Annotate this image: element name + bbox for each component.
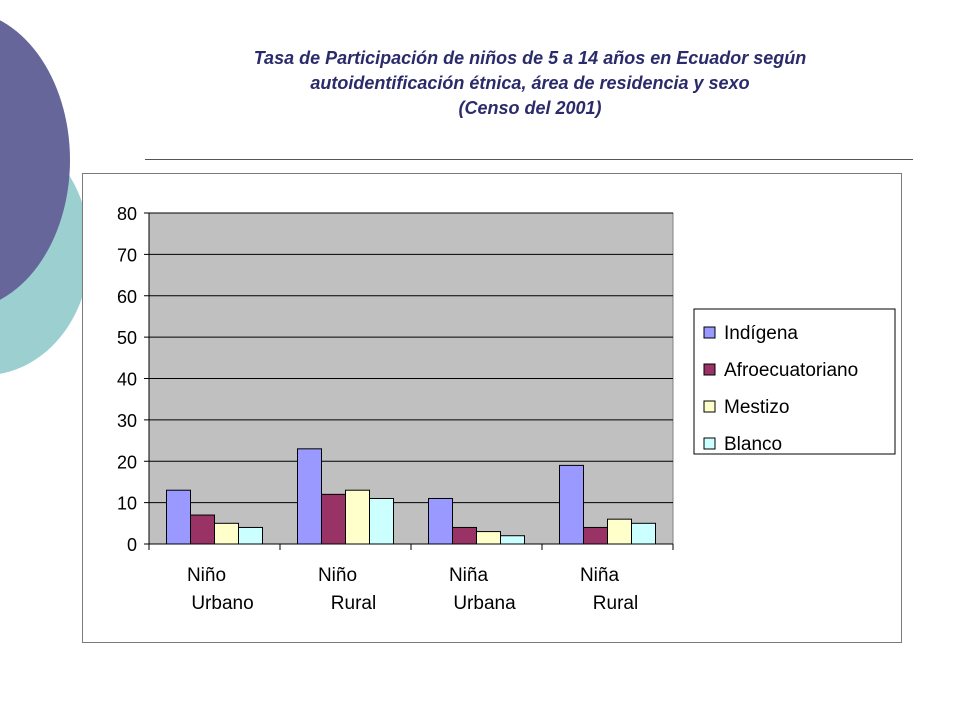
legend-label: Indígena [724,323,798,344]
x-category-label-line-1: Niño [187,565,226,586]
bar-blanco-3 [631,522,656,545]
x-category-label-line-2: Urbana [453,593,516,614]
legend-label: Afroecuatoriano [724,360,858,381]
legend-swatch-afroecuatoriano [703,363,716,376]
x-category-label-line-1: Niño [318,565,357,586]
legend-swatch-mestizo [703,400,716,413]
bar-chart: 0 10 20 30 40 50 60 70 80 Niño Urbano Niño Rural Niña… [117,204,896,614]
legend-label: Mestizo [724,397,789,418]
chart-frame: 0 10 20 30 40 50 60 70 80 Niño Urbano Niño Rural Niña… [82,173,902,643]
bar-blanco-1 [369,497,394,545]
x-category-label-line-2: Rural [331,593,376,614]
bar-afroecuatoriano-2 [452,526,477,545]
bar-afroecuatoriano-0 [190,514,215,545]
y-tick-label: 60 [117,287,137,307]
x-category-label-line-2: Rural [593,593,638,614]
bar-mestizo-0 [214,522,239,545]
legend-swatch-indígena [703,326,716,339]
y-tick-label: 20 [117,452,137,472]
y-tick-label: 0 [127,535,137,555]
bar-afroecuatoriano-1 [321,493,346,545]
x-category-label-line-1: Niña [580,565,620,586]
title-divider [145,159,913,160]
x-category-label-line-1: Niña [449,565,489,586]
bar-indígena-3 [559,464,584,545]
slide-title-line-3: (Censo del 2001) [458,98,602,118]
bar-indígena-0 [166,489,191,545]
y-tick-label: 10 [117,494,137,514]
bar-mestizo-1 [345,489,370,545]
y-tick-label: 40 [117,370,137,390]
bar-mestizo-3 [607,518,632,545]
bar-indígena-2 [428,497,453,545]
y-tick-label: 30 [117,411,137,431]
legend-label: Blanco [724,434,782,455]
slide-title: Tasa de Participación de niños de 5 a 14… [150,46,910,121]
y-tick-label: 80 [117,204,137,224]
bar-indígena-1 [297,448,322,545]
bar-blanco-2 [500,535,525,545]
slide-title-line-1: Tasa de Participación de niños de 5 a 14… [253,48,807,68]
y-tick-label: 70 [117,245,137,265]
bar-afroecuatoriano-3 [583,526,608,545]
y-tick-label: 50 [117,328,137,348]
bar-blanco-0 [238,526,263,545]
slide-title-line-2: autoidentificación étnica, área de resid… [310,73,750,93]
bar-mestizo-2 [476,531,501,545]
x-category-label-line-2: Urbano [191,593,253,614]
legend [693,308,896,455]
legend-swatch-blanco [703,437,716,450]
